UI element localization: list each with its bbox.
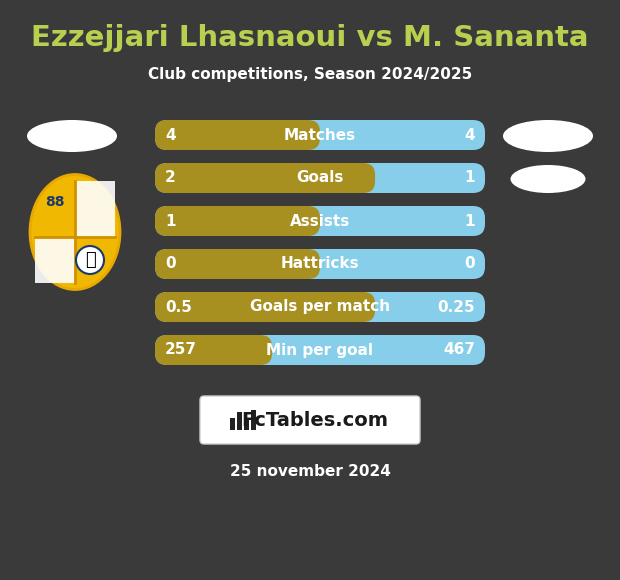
FancyBboxPatch shape <box>230 418 235 430</box>
Text: 1: 1 <box>464 171 475 186</box>
Text: 4: 4 <box>165 128 175 143</box>
FancyBboxPatch shape <box>155 249 485 279</box>
Ellipse shape <box>503 120 593 152</box>
Text: Ezzejjari Lhasnaoui vs M. Sananta: Ezzejjari Lhasnaoui vs M. Sananta <box>31 24 589 52</box>
Text: 88: 88 <box>45 195 64 209</box>
Text: 1: 1 <box>165 213 175 229</box>
Ellipse shape <box>30 175 120 289</box>
FancyBboxPatch shape <box>251 410 256 430</box>
Text: Min per goal: Min per goal <box>267 343 373 357</box>
FancyBboxPatch shape <box>155 292 375 322</box>
Text: ⚽: ⚽ <box>84 251 95 269</box>
FancyBboxPatch shape <box>155 335 485 365</box>
Text: 0.5: 0.5 <box>165 299 192 314</box>
FancyBboxPatch shape <box>200 396 420 444</box>
Text: Matches: Matches <box>284 128 356 143</box>
Text: 2: 2 <box>165 171 175 186</box>
Text: 0.25: 0.25 <box>437 299 475 314</box>
FancyBboxPatch shape <box>155 163 485 193</box>
Text: 0: 0 <box>165 256 175 271</box>
FancyBboxPatch shape <box>155 120 485 150</box>
Text: Assists: Assists <box>290 213 350 229</box>
FancyBboxPatch shape <box>155 249 320 279</box>
Text: Goals: Goals <box>296 171 343 186</box>
FancyBboxPatch shape <box>155 335 272 365</box>
FancyBboxPatch shape <box>155 120 320 150</box>
Polygon shape <box>35 237 75 282</box>
FancyBboxPatch shape <box>155 292 485 322</box>
Text: Hattricks: Hattricks <box>281 256 360 271</box>
FancyBboxPatch shape <box>237 412 242 430</box>
Text: FcTables.com: FcTables.com <box>242 411 389 430</box>
Ellipse shape <box>510 165 585 193</box>
Text: 25 november 2024: 25 november 2024 <box>229 465 391 480</box>
Text: Club competitions, Season 2024/2025: Club competitions, Season 2024/2025 <box>148 67 472 82</box>
Text: Goals per match: Goals per match <box>250 299 390 314</box>
FancyBboxPatch shape <box>155 163 375 193</box>
Circle shape <box>76 246 104 274</box>
Ellipse shape <box>27 120 117 152</box>
FancyBboxPatch shape <box>155 206 485 236</box>
Text: 257: 257 <box>165 343 197 357</box>
Text: 1: 1 <box>464 213 475 229</box>
Text: 467: 467 <box>443 343 475 357</box>
FancyBboxPatch shape <box>155 206 320 236</box>
Text: 4: 4 <box>464 128 475 143</box>
FancyBboxPatch shape <box>244 420 249 430</box>
Text: 0: 0 <box>464 256 475 271</box>
Polygon shape <box>75 182 115 237</box>
